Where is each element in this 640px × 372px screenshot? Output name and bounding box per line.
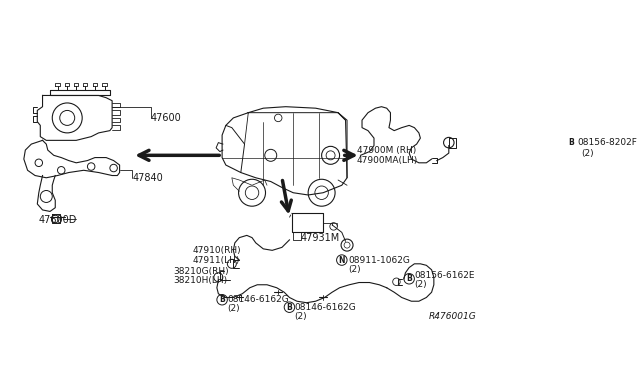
Text: B: B	[569, 138, 574, 147]
Text: 47600: 47600	[151, 113, 182, 123]
Text: 47900M (RH): 47900M (RH)	[356, 145, 416, 155]
Text: (2): (2)	[349, 265, 361, 274]
Text: (2): (2)	[581, 148, 594, 158]
Text: B: B	[406, 274, 412, 283]
Text: 47931M: 47931M	[301, 232, 340, 243]
Text: 47600D: 47600D	[39, 215, 77, 225]
Text: B: B	[287, 303, 292, 312]
Text: R476001G: R476001G	[429, 312, 477, 321]
Text: 38210G(RH): 38210G(RH)	[173, 267, 229, 276]
Text: (2): (2)	[294, 312, 307, 321]
Text: 08146-6162G: 08146-6162G	[294, 303, 356, 312]
Text: 08156-8202F: 08156-8202F	[577, 138, 637, 147]
Text: 38210H(LH): 38210H(LH)	[173, 276, 228, 285]
Text: 47910(RH): 47910(RH)	[192, 246, 241, 255]
Text: N: N	[339, 256, 345, 264]
Text: 47900MA(LH): 47900MA(LH)	[356, 156, 418, 165]
Text: 08911-1062G: 08911-1062G	[349, 256, 410, 264]
Text: (2): (2)	[414, 280, 427, 289]
Text: (2): (2)	[227, 304, 240, 313]
Text: 08146-6162G: 08146-6162G	[227, 295, 289, 304]
Text: 08156-6162E: 08156-6162E	[414, 270, 475, 279]
Text: B: B	[220, 295, 225, 304]
Text: 47911(LH): 47911(LH)	[192, 256, 239, 264]
Text: 47840: 47840	[132, 173, 163, 183]
